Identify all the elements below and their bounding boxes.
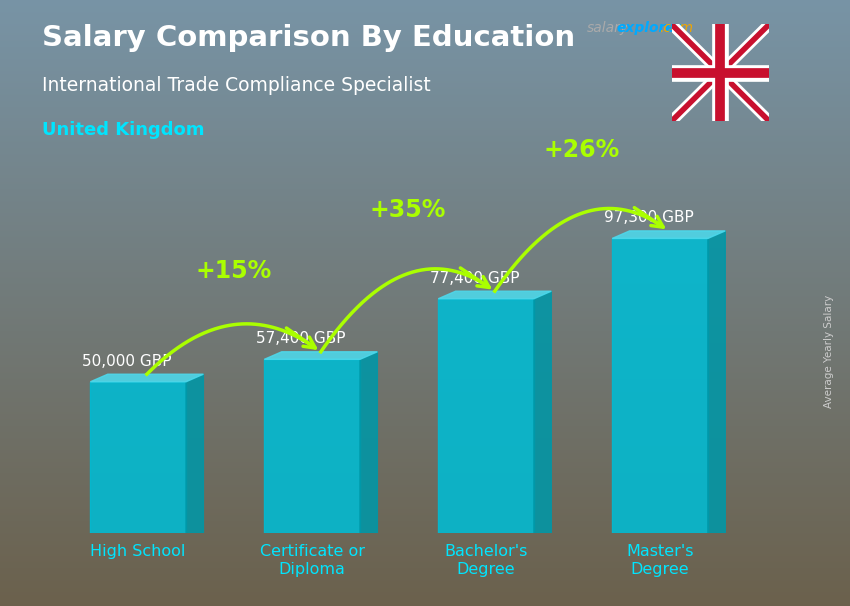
Polygon shape <box>264 351 377 359</box>
Text: explorer: explorer <box>616 21 682 35</box>
Text: 77,400 GBP: 77,400 GBP <box>429 271 519 285</box>
Bar <box>90 382 186 533</box>
Text: International Trade Compliance Specialist: International Trade Compliance Specialis… <box>42 76 431 95</box>
Polygon shape <box>534 291 552 533</box>
Bar <box>439 299 534 533</box>
Text: 57,400 GBP: 57,400 GBP <box>256 331 345 346</box>
Text: .com: .com <box>659 21 693 35</box>
Bar <box>264 359 360 533</box>
Polygon shape <box>612 231 725 238</box>
Polygon shape <box>90 374 203 382</box>
Polygon shape <box>360 351 377 533</box>
Polygon shape <box>186 374 203 533</box>
Text: United Kingdom: United Kingdom <box>42 121 205 139</box>
Text: Average Yearly Salary: Average Yearly Salary <box>824 295 834 408</box>
Text: +26%: +26% <box>544 138 620 162</box>
Text: +15%: +15% <box>196 259 272 282</box>
Text: +35%: +35% <box>370 198 446 222</box>
Bar <box>612 238 708 533</box>
Text: Salary Comparison By Education: Salary Comparison By Education <box>42 24 575 52</box>
Text: salary: salary <box>586 21 629 35</box>
Text: 97,300 GBP: 97,300 GBP <box>604 210 694 225</box>
Text: 50,000 GBP: 50,000 GBP <box>82 354 171 368</box>
Polygon shape <box>708 231 725 533</box>
Polygon shape <box>439 291 552 299</box>
